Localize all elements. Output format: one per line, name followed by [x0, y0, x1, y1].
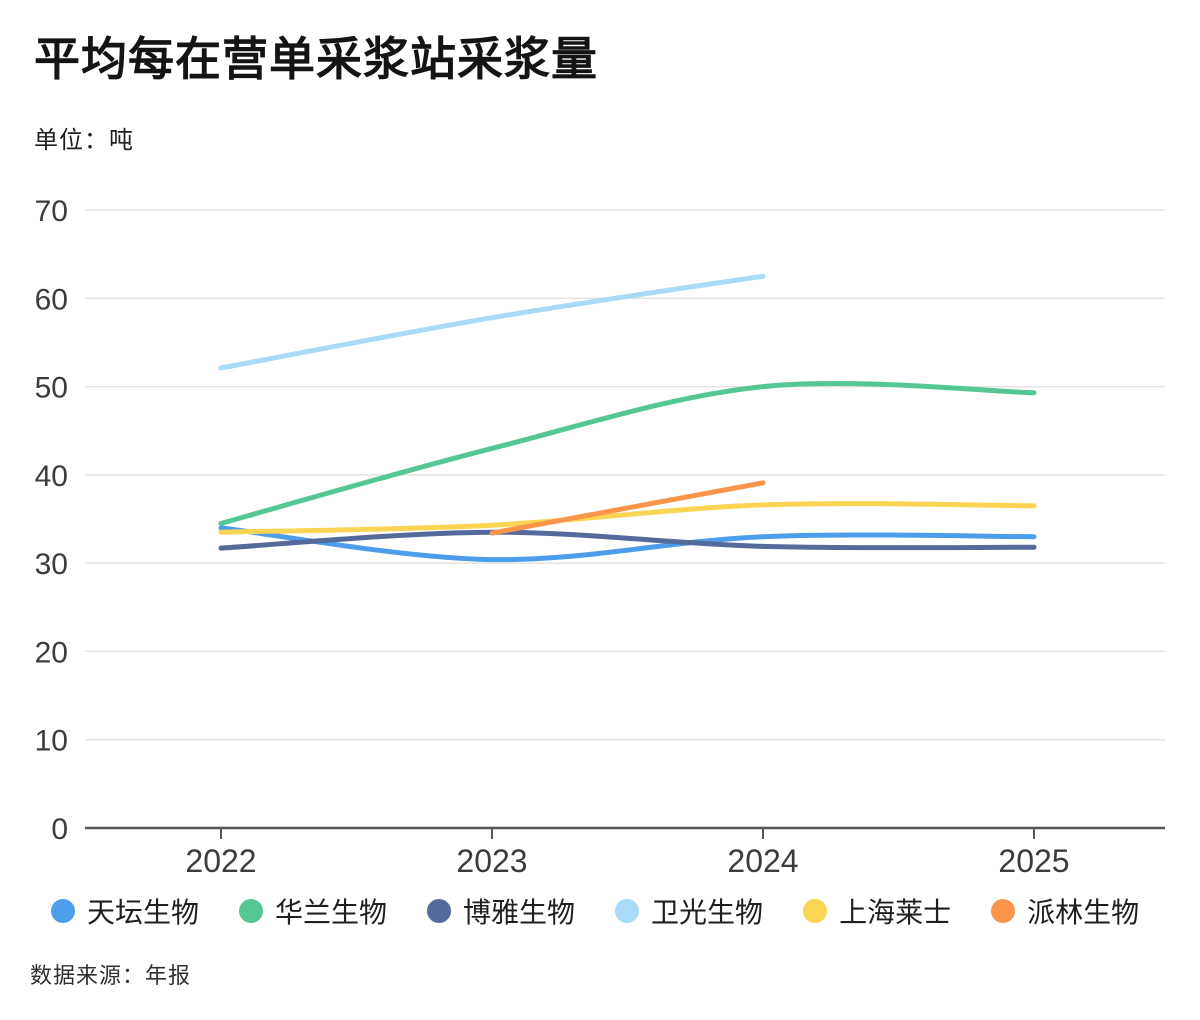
x-tick-label-2025: 2025: [998, 843, 1069, 879]
legend-label: 上海莱士: [839, 897, 952, 928]
unit-label: 单位：吨: [34, 127, 134, 154]
legend-label: 卫光生物: [651, 897, 764, 928]
series-line-hualan-bio[interactable]: [218, 380, 1037, 526]
y-tick-label-20: 20: [35, 636, 68, 669]
legend-dot-icon: [615, 899, 640, 923]
y-tick-label-10: 10: [35, 725, 68, 758]
y-tick-label-70: 70: [35, 195, 68, 228]
legend-label: 派林生物: [1027, 897, 1140, 928]
series-line-palin-bio[interactable]: [489, 480, 766, 536]
legend-label: 华兰生物: [275, 897, 388, 928]
legend-dot-icon: [239, 899, 264, 923]
legend-item-weiguang-bio[interactable]: 卫光生物: [615, 891, 763, 931]
series-line-tiantan-bio[interactable]: [218, 525, 1037, 563]
legend-dot-icon: [803, 899, 828, 923]
legend-item-boya-bio[interactable]: 博雅生物: [427, 891, 575, 931]
legend-dot-icon: [51, 899, 75, 923]
y-tick-label-30: 30: [35, 548, 68, 581]
y-tick-label-60: 60: [35, 283, 68, 316]
chart-title: 平均每在营单采浆站采浆量: [34, 33, 598, 85]
x-tick-label-2022: 2022: [185, 843, 256, 879]
chart-legend: 天坛生物 华兰生物 博雅生物 卫光生物 上海莱士 派林生物: [51, 886, 1171, 936]
legend-label: 博雅生物: [463, 897, 576, 928]
series-line-boya-bio[interactable]: [218, 529, 1037, 551]
x-tick-label-2024: 2024: [727, 843, 798, 879]
legend-item-palin-bio[interactable]: 派林生物: [991, 891, 1139, 931]
legend-dot-icon: [427, 899, 452, 923]
y-tick-label-0: 0: [51, 813, 68, 846]
legend-item-hualan-bio[interactable]: 华兰生物: [239, 891, 387, 931]
y-tick-label-40: 40: [35, 460, 68, 493]
y-tick-label-50: 50: [35, 372, 68, 405]
legend-item-shanghai-raas[interactable]: 上海莱士: [803, 891, 951, 931]
series-line-weiguang-bio[interactable]: [218, 273, 766, 371]
legend-dot-icon: [991, 899, 1016, 923]
data-source-label: 数据来源：年报: [30, 963, 192, 988]
series-line-shanghai-raas[interactable]: [218, 501, 1037, 535]
legend-label: 天坛生物: [87, 897, 200, 928]
x-tick-label-2023: 2023: [456, 843, 527, 879]
legend-item-tiantan-bio[interactable]: 天坛生物: [51, 891, 199, 931]
